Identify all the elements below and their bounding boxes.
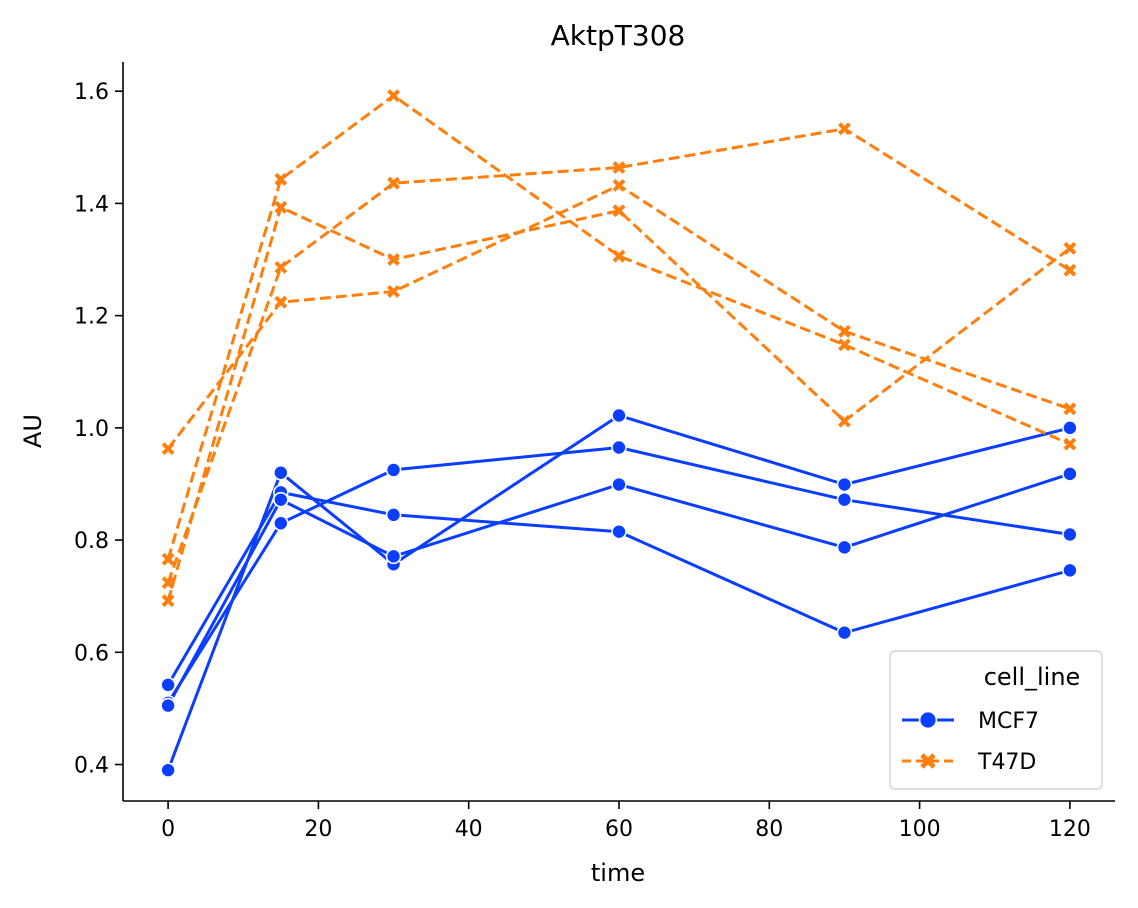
mcf7-series-4-point-0 bbox=[160, 697, 176, 714]
mcf7-series-2-point-90 bbox=[836, 491, 853, 508]
legend-t47d-label: T47D bbox=[977, 750, 1036, 775]
mcf7-series-3-point-0 bbox=[160, 677, 176, 693]
mcf7-series-4-point-90 bbox=[836, 539, 853, 556]
mcf7-series-line-3 bbox=[166, 490, 1071, 686]
mcf7-series-3-point-120 bbox=[1062, 562, 1078, 579]
x-tick-label: 100 bbox=[899, 817, 941, 842]
mcf7-series-1-point-0 bbox=[160, 762, 176, 778]
t47d-series-1-point-90 bbox=[838, 324, 851, 338]
x-tick-label: 60 bbox=[605, 817, 633, 842]
legend: cell_line MCF7 T47D bbox=[889, 650, 1103, 790]
t47d-series-3-point-60 bbox=[612, 204, 626, 218]
series-lines bbox=[166, 94, 1071, 771]
t47d-series-3-point-15 bbox=[274, 200, 288, 214]
legend-t47d-marker bbox=[920, 753, 936, 769]
mcf7-series-3-point-30 bbox=[385, 507, 402, 523]
x-tick-label: 40 bbox=[455, 817, 483, 842]
t47d-series-2-point-30 bbox=[387, 89, 400, 103]
legend-mcf7-label: MCF7 bbox=[978, 709, 1039, 734]
t47d-series-3-point-30 bbox=[387, 253, 400, 266]
t47d-series-4-point-90 bbox=[838, 122, 851, 136]
mcf7-series-1-point-15 bbox=[273, 464, 289, 481]
x-axis-ticks: 0 20 40 60 80 100 120 bbox=[161, 801, 1091, 842]
y-tick-label: 0.6 bbox=[74, 641, 109, 666]
mcf7-series-4-point-30 bbox=[385, 548, 402, 565]
t47d-series-3-point-90 bbox=[838, 414, 851, 428]
y-tick-label: 0.4 bbox=[74, 754, 109, 779]
mcf7-series-1-point-120 bbox=[1062, 420, 1078, 436]
t47d-series-2-point-60 bbox=[612, 249, 626, 263]
t47d-series-line-4 bbox=[166, 127, 1071, 584]
t47d-series-2-point-0 bbox=[161, 552, 175, 566]
y-tick-label: 1.0 bbox=[74, 417, 109, 442]
mcf7-series-4-point-15 bbox=[273, 491, 289, 508]
legend-entries: MCF7 T47D bbox=[902, 709, 1039, 775]
y-tick-label: 0.8 bbox=[74, 529, 109, 554]
mcf7-series-line-2 bbox=[166, 446, 1071, 704]
mcf7-series-2-point-15 bbox=[273, 515, 289, 532]
t47d-series-2-point-90 bbox=[838, 338, 851, 352]
mcf7-series-2-point-30 bbox=[385, 462, 402, 478]
t47d-series-2-point-120 bbox=[1063, 437, 1077, 451]
t47d-series-4-point-15 bbox=[274, 260, 288, 274]
t47d-series-1-point-15 bbox=[274, 295, 288, 309]
t47d-series-1-point-120 bbox=[1063, 402, 1077, 416]
y-axis-ticks: 0.4 0.6 0.8 1.0 1.2 1.4 1.6 bbox=[74, 80, 123, 779]
x-tick-label: 0 bbox=[161, 817, 175, 842]
t47d-series-2-point-15 bbox=[274, 172, 288, 186]
legend-frame bbox=[889, 650, 1103, 790]
y-tick-label: 1.6 bbox=[74, 80, 109, 105]
t47d-series-line-1 bbox=[166, 183, 1071, 450]
y-tick-label: 1.2 bbox=[74, 305, 109, 330]
y-tick-label: 1.4 bbox=[74, 192, 109, 217]
t47d-series-4-point-30 bbox=[387, 176, 400, 190]
t47d-series-4-point-60 bbox=[612, 161, 626, 174]
x-axis-label: time bbox=[591, 859, 645, 887]
t47d-series-4-point-0 bbox=[161, 576, 175, 590]
legend-title: cell_line bbox=[984, 663, 1081, 691]
t47d-series-1-point-60 bbox=[612, 179, 626, 192]
mcf7-series-3-point-60 bbox=[611, 523, 627, 540]
mcf7-series-2-point-120 bbox=[1062, 526, 1078, 543]
t47d-series-line-2 bbox=[166, 94, 1071, 560]
series-markers bbox=[160, 89, 1078, 778]
t47d-series-1-point-30 bbox=[387, 285, 400, 298]
t47d-series-3-point-120 bbox=[1063, 241, 1077, 255]
mcf7-series-4-point-120 bbox=[1062, 466, 1078, 482]
t47d-series-4-point-120 bbox=[1063, 263, 1077, 277]
chart-title: AktpT308 bbox=[551, 19, 686, 52]
x-tick-label: 80 bbox=[755, 817, 783, 842]
t47d-series-3-point-0 bbox=[161, 594, 175, 608]
legend-mcf7-marker bbox=[918, 710, 938, 730]
mcf7-series-3-point-90 bbox=[836, 624, 853, 641]
y-axis-label: AU bbox=[19, 414, 47, 448]
t47d-series-line-3 bbox=[166, 205, 1071, 602]
mcf7-series-2-point-60 bbox=[611, 439, 627, 456]
mcf7-series-4-point-60 bbox=[611, 476, 627, 493]
x-tick-label: 120 bbox=[1049, 817, 1091, 842]
mcf7-series-line-4 bbox=[166, 472, 1071, 707]
t47d-series-1-point-0 bbox=[161, 442, 175, 456]
x-tick-label: 20 bbox=[304, 817, 332, 842]
mcf7-series-1-point-90 bbox=[836, 476, 853, 493]
mcf7-series-1-point-60 bbox=[611, 407, 627, 424]
